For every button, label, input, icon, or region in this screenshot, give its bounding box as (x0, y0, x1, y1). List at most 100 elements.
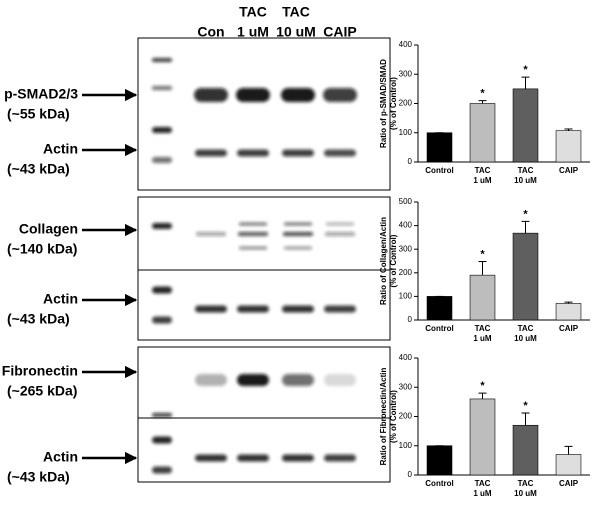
x-tick-label: Control (425, 324, 453, 333)
blot-band (283, 232, 313, 236)
x-tick-label: TAC (518, 166, 534, 175)
bar (469, 274, 496, 321)
blot-band (324, 454, 356, 462)
error-bar (564, 445, 573, 455)
blot-band (324, 149, 356, 157)
y-axis-label: Ratio of Collagen/Actin (379, 217, 388, 305)
y-tick-label: 200 (399, 412, 413, 421)
row-label: Fibronectin (2, 363, 78, 379)
lane-label: TAC (282, 4, 310, 20)
bar (555, 303, 582, 321)
x-tick-label: TAC (475, 479, 491, 488)
x-tick-label: 1 uM (473, 334, 492, 343)
blot-band (152, 223, 172, 229)
row-size: (~43 kDa) (7, 469, 70, 485)
blot-band (238, 232, 268, 236)
row-size: (~43 kDa) (7, 311, 70, 327)
x-tick-label: TAC (475, 324, 491, 333)
bar (426, 132, 453, 163)
y-tick-label: 100 (399, 128, 413, 137)
blot-band (237, 305, 269, 313)
y-tick-label: 300 (399, 244, 413, 253)
x-tick-label: TAC (518, 479, 534, 488)
error-bar (521, 412, 530, 426)
blot-band (282, 149, 314, 157)
blot-band (152, 466, 172, 474)
blot-bands (152, 58, 357, 474)
significance-marker: * (480, 248, 485, 260)
x-tick-label: TAC (475, 166, 491, 175)
blot-band (152, 127, 172, 133)
y-tick-label: 300 (399, 382, 413, 391)
y-axis-label: (% of Control) (389, 77, 398, 130)
blot-band (152, 86, 172, 90)
y-axis-label: Ratio of Fibronectin/Actin (379, 368, 388, 466)
y-axis-label: (% of Control) (389, 390, 398, 443)
x-tick-label: 10 uM (514, 489, 537, 498)
blot-band (195, 305, 227, 313)
blot-band (237, 149, 269, 157)
blot-band (237, 454, 269, 462)
lane-label: CAIP (323, 24, 356, 40)
bar (469, 398, 496, 476)
error-bar (478, 260, 487, 276)
blot-band (152, 316, 172, 324)
blot-band (282, 454, 314, 462)
x-tick-label: CAIP (559, 324, 579, 333)
blot-band (152, 286, 172, 294)
bar (512, 424, 539, 476)
significance-marker: * (480, 87, 485, 99)
error-bar (521, 220, 530, 234)
x-tick-label: Control (425, 479, 453, 488)
blot-band (282, 305, 314, 313)
row-label: Actin (43, 141, 78, 157)
row-label: Collagen (19, 221, 78, 237)
blot-band (326, 222, 354, 226)
lane-label: 10 uM (276, 24, 316, 40)
row-size: (~265 kDa) (7, 383, 77, 399)
significance-marker: * (523, 400, 528, 412)
blot-band (239, 222, 267, 226)
significance-marker: * (523, 64, 528, 76)
y-tick-label: 400 (399, 40, 413, 49)
blot-band (195, 374, 227, 386)
error-bar (478, 100, 487, 104)
y-axis-label: (% of Control) (389, 234, 398, 287)
y-tick-label: 200 (399, 99, 413, 108)
row-label: p-SMAD2/3 (4, 86, 78, 102)
error-bar (564, 128, 573, 131)
error-bar (521, 76, 530, 89)
blot-panels (137, 37, 391, 483)
x-tick-label: CAIP (559, 479, 579, 488)
bar (512, 88, 539, 163)
blot-panel (137, 37, 391, 191)
bar (469, 103, 496, 163)
y-tick-label: 0 (408, 157, 413, 166)
y-tick-label: 300 (399, 69, 413, 78)
y-axis-label: Ratio of p-SMAD/SMAD (379, 59, 388, 148)
significance-marker: * (480, 380, 485, 392)
x-tick-label: 10 uM (514, 176, 537, 185)
x-tick-label: TAC (518, 324, 534, 333)
error-bar (564, 301, 573, 304)
blot-band (152, 157, 172, 163)
row-label: Actin (43, 449, 78, 465)
lane-label: TAC (239, 4, 267, 20)
x-tick-label: Control (425, 166, 453, 175)
blot-band (152, 58, 172, 62)
bar (426, 296, 453, 321)
blot-band (194, 88, 228, 102)
y-tick-label: 100 (399, 441, 413, 450)
lane-label: 1 uM (237, 24, 269, 40)
blot-band (239, 246, 267, 250)
row-size: (~43 kDa) (7, 161, 70, 177)
significance-marker: * (523, 208, 528, 220)
blot-band (236, 88, 270, 102)
bar (555, 454, 582, 476)
x-tick-label: CAIP (559, 166, 579, 175)
y-tick-label: 0 (408, 315, 413, 324)
x-tick-label: 1 uM (473, 489, 492, 498)
blot-band (195, 149, 227, 157)
row-label: Actin (43, 291, 78, 307)
